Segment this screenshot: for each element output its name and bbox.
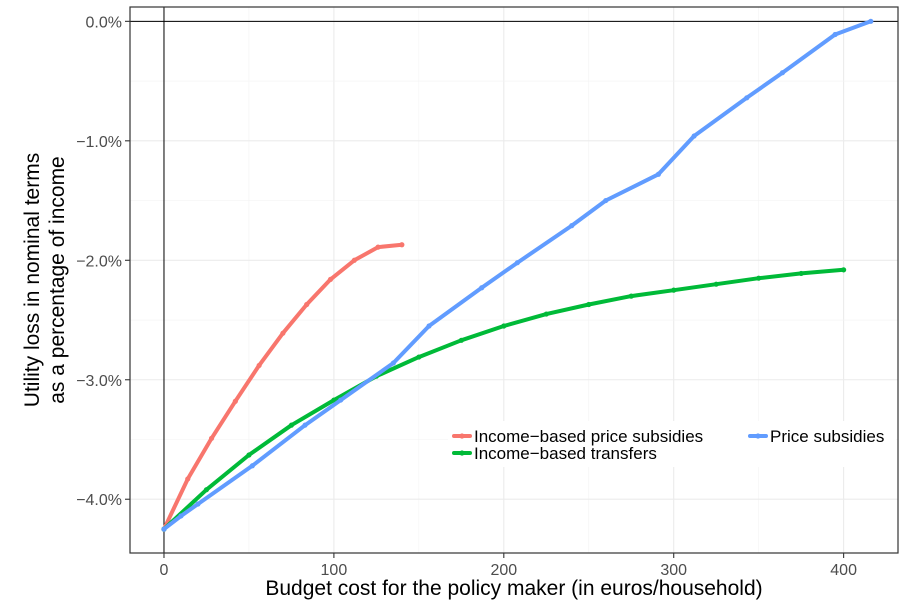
series-point-1 — [756, 275, 762, 281]
series-point-1 — [246, 452, 252, 458]
x-tick-label: 0 — [160, 562, 169, 579]
series-point-0 — [304, 301, 310, 308]
series-point-2 — [426, 323, 432, 329]
series-point-0 — [351, 257, 357, 263]
x-axis-title: Budget cost for the policy maker (in eur… — [265, 577, 762, 600]
series-point-0 — [280, 330, 286, 336]
y-tick-label: 0.0% — [86, 14, 122, 31]
reference-lines — [130, 7, 898, 553]
series-line-0 — [162, 242, 404, 532]
legend: Income−based price subsidies Price subsid… — [448, 421, 896, 467]
series-point-0 — [232, 398, 238, 404]
series-point-1 — [203, 487, 210, 493]
series-point-0 — [327, 276, 334, 283]
x-tick-label: 100 — [321, 562, 348, 579]
series-point-0 — [208, 435, 215, 441]
plot-border — [129, 6, 899, 554]
series-point-1 — [416, 354, 422, 360]
series-point-0 — [256, 362, 262, 369]
series-point-1 — [288, 422, 295, 428]
series-point-0 — [185, 476, 191, 482]
series-point-0 — [399, 242, 405, 248]
series-point-1 — [628, 293, 634, 299]
series-point-2 — [479, 285, 485, 291]
legend-background — [448, 421, 896, 467]
series-point-2 — [302, 422, 308, 428]
series-point-0 — [375, 244, 381, 250]
y-tick-label: −1.0% — [76, 134, 122, 151]
series-point-2 — [161, 526, 167, 532]
series-point-1 — [458, 337, 464, 343]
series-point-2 — [249, 463, 255, 469]
y-axis-title-line-2: as a percentage of income — [46, 156, 69, 404]
series-point-2 — [744, 95, 750, 101]
series-point-1 — [543, 311, 549, 317]
series-point-1 — [713, 281, 719, 287]
legend-key-point-1 — [755, 433, 761, 439]
series-point-2 — [178, 513, 184, 519]
series-point-2 — [195, 501, 201, 507]
series-point-1 — [501, 323, 507, 329]
legend-label-1: Price subsidies — [770, 427, 884, 446]
legend-label-2: Income−based transfers — [474, 444, 657, 463]
series-point-2 — [390, 360, 396, 366]
series-group — [161, 18, 874, 532]
y-axis-title-line-1: Utility loss in nominal terms — [21, 153, 44, 407]
legend-key-point-0 — [459, 433, 465, 439]
series-point-2 — [603, 197, 609, 204]
y-tick-label: −4.0% — [76, 492, 122, 509]
series-point-2 — [868, 18, 874, 24]
series-point-2 — [691, 133, 697, 139]
y-axis-ticks: 0.0% −1.0% −2.0% −3.0% −4.0% — [76, 14, 130, 509]
series-point-1 — [798, 270, 804, 277]
series-point-1 — [841, 267, 847, 273]
series-point-2 — [569, 223, 575, 229]
series-point-2 — [514, 260, 520, 266]
x-tick-label: 300 — [660, 562, 687, 579]
y-tick-label: −2.0% — [76, 253, 122, 270]
series-point-2 — [338, 397, 344, 403]
series-point-1 — [586, 301, 592, 308]
series-line-2 — [162, 19, 873, 532]
x-tick-label: 400 — [830, 562, 857, 579]
legend-key-point-2 — [459, 450, 465, 456]
y-tick-label: −3.0% — [76, 373, 122, 390]
legend-label-0: Income−based price subsidies — [474, 427, 703, 446]
series-point-2 — [655, 171, 662, 177]
x-axis-ticks: 0 100 200 300 400 — [160, 553, 857, 579]
series-point-2 — [832, 31, 838, 38]
x-tick-label: 200 — [490, 562, 517, 579]
series-point-1 — [671, 287, 677, 293]
series-point-1 — [331, 397, 337, 403]
series-point-2 — [779, 70, 786, 76]
